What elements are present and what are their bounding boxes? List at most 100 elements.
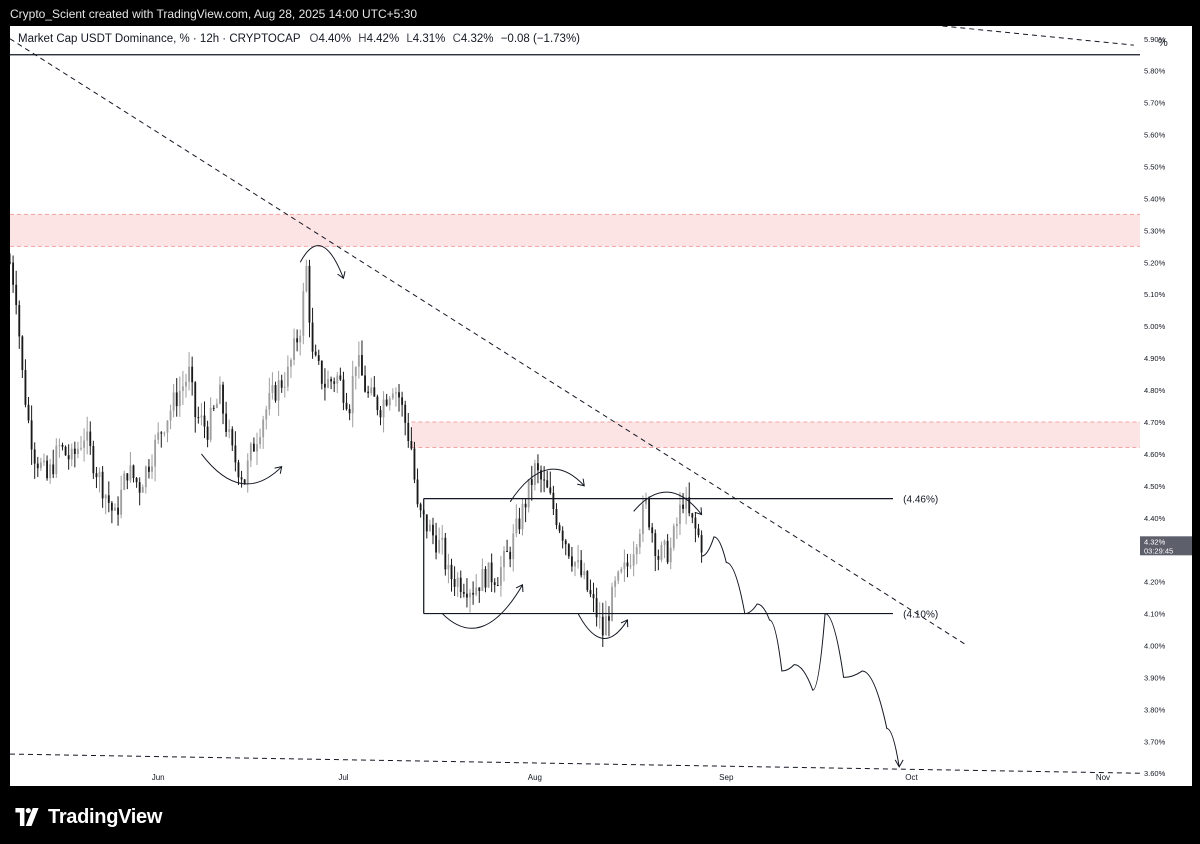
close-key: C — [452, 33, 461, 45]
candle-body — [163, 432, 166, 434]
candle-body — [546, 480, 549, 488]
x-axis-tick-label: Nov — [1096, 773, 1110, 782]
candle-body — [126, 473, 129, 481]
candle-body — [120, 489, 123, 515]
level-label: (4.46%) — [903, 495, 938, 506]
candle-body — [570, 556, 573, 567]
candle-body — [586, 571, 589, 591]
candle-body — [626, 562, 629, 567]
candle-body — [357, 355, 360, 367]
candle-body — [293, 338, 295, 360]
candle-body — [533, 463, 536, 485]
candle-body — [567, 544, 570, 557]
candle-body — [453, 579, 456, 587]
y-axis-tick-label: 5.40% — [1144, 194, 1166, 203]
y-axis-tick-label: 3.90% — [1144, 673, 1166, 682]
candle-body — [33, 449, 36, 464]
x-axis-tick-label: Jun — [152, 773, 165, 782]
y-axis-tick-label: 5.20% — [1144, 258, 1166, 267]
candle-body — [503, 550, 505, 568]
candle-body — [222, 384, 224, 414]
candle-body — [271, 385, 274, 393]
curved-arrow — [509, 468, 585, 503]
candle-body — [623, 562, 626, 570]
price-axis-svg: %5.90% 5.80% 5.70% 5.60% 5.50% 5.40% 5.30% 5.20… — [1140, 35, 1192, 778]
x-axis-tick-label: Aug — [528, 773, 542, 782]
level-label: (4.10%) — [903, 610, 938, 621]
candle-body — [466, 593, 468, 598]
candle-body — [444, 537, 447, 570]
candle-body — [564, 540, 567, 545]
candle-body — [52, 464, 55, 475]
candle-body — [527, 479, 530, 508]
candle-body — [228, 429, 231, 432]
curved-arrowhead — [274, 466, 283, 474]
candle-body — [246, 460, 249, 484]
candle-body — [478, 587, 481, 591]
candle-body — [225, 413, 228, 432]
candle-body — [435, 535, 437, 553]
candle-body — [641, 504, 644, 534]
y-axis-tick-label: 4.40% — [1144, 514, 1166, 523]
candle-body — [679, 504, 681, 524]
candle-body — [472, 592, 475, 595]
candle-body — [178, 390, 181, 407]
candle-body — [144, 466, 147, 488]
candle-body — [456, 577, 459, 587]
candle-body — [577, 560, 580, 563]
candle-body — [611, 586, 613, 621]
candle-body — [524, 503, 527, 508]
candle-body — [663, 540, 666, 545]
chart-panel[interactable]: (4.46%) (4.10%) Jun Jul Aug Sep Oct Nov Market … — [10, 26, 1140, 786]
y-axis-tick-label: 4.80% — [1144, 386, 1166, 395]
candle-body — [632, 554, 635, 566]
candle-body — [648, 498, 651, 528]
candle-body — [432, 524, 434, 536]
projection-arrowhead — [894, 759, 904, 768]
candle-body — [620, 569, 623, 572]
candle-body — [490, 562, 493, 583]
candle-body — [317, 355, 320, 361]
candle-body — [617, 571, 620, 581]
x-axis-tick-label: Oct — [905, 773, 918, 782]
candle-body — [512, 533, 515, 560]
candle-body — [342, 379, 345, 403]
candle-body — [46, 460, 48, 479]
candle-body — [407, 422, 410, 441]
candle-body — [598, 616, 601, 618]
candle-body — [595, 598, 598, 618]
candle-body — [697, 528, 700, 536]
candle-body — [203, 415, 206, 427]
candle-body — [299, 335, 302, 343]
candle-body — [558, 525, 561, 531]
candle-body — [688, 497, 691, 514]
candle-body — [280, 380, 283, 388]
candle-body — [181, 386, 184, 391]
candle-body — [89, 431, 92, 446]
candle-body — [330, 379, 333, 382]
price-axis[interactable]: % 5.90% 5.80% 5.70% 5.60% 5.50% 5.40% 5.30% 5.20… — [1140, 26, 1192, 786]
curved-arrowhead — [337, 271, 346, 280]
candle-body — [419, 504, 422, 511]
candle-body — [15, 284, 18, 306]
candle-body — [123, 473, 126, 490]
candle-body — [395, 392, 397, 394]
candle-body — [333, 381, 336, 384]
candle-body — [64, 446, 67, 456]
price-chart[interactable]: (4.46%) (4.10%) Jun Jul Aug Sep Oct Nov — [10, 26, 1140, 786]
y-axis-tick-label: 5.60% — [1144, 131, 1166, 140]
candle-body — [262, 419, 265, 438]
candle-body — [651, 527, 654, 534]
current-price-value: 4.32% — [1144, 537, 1166, 546]
candle-body — [672, 526, 675, 548]
candle-body — [379, 410, 382, 418]
y-axis-tick-label: 4.60% — [1144, 450, 1166, 459]
candle-body — [18, 305, 21, 337]
projection-path — [701, 536, 900, 767]
candle-body — [398, 392, 400, 398]
candle-body — [55, 445, 58, 475]
candle-body — [549, 487, 552, 493]
candle-body — [561, 530, 564, 541]
axis-unit-label: % — [1158, 37, 1168, 49]
candle-body — [234, 445, 237, 463]
